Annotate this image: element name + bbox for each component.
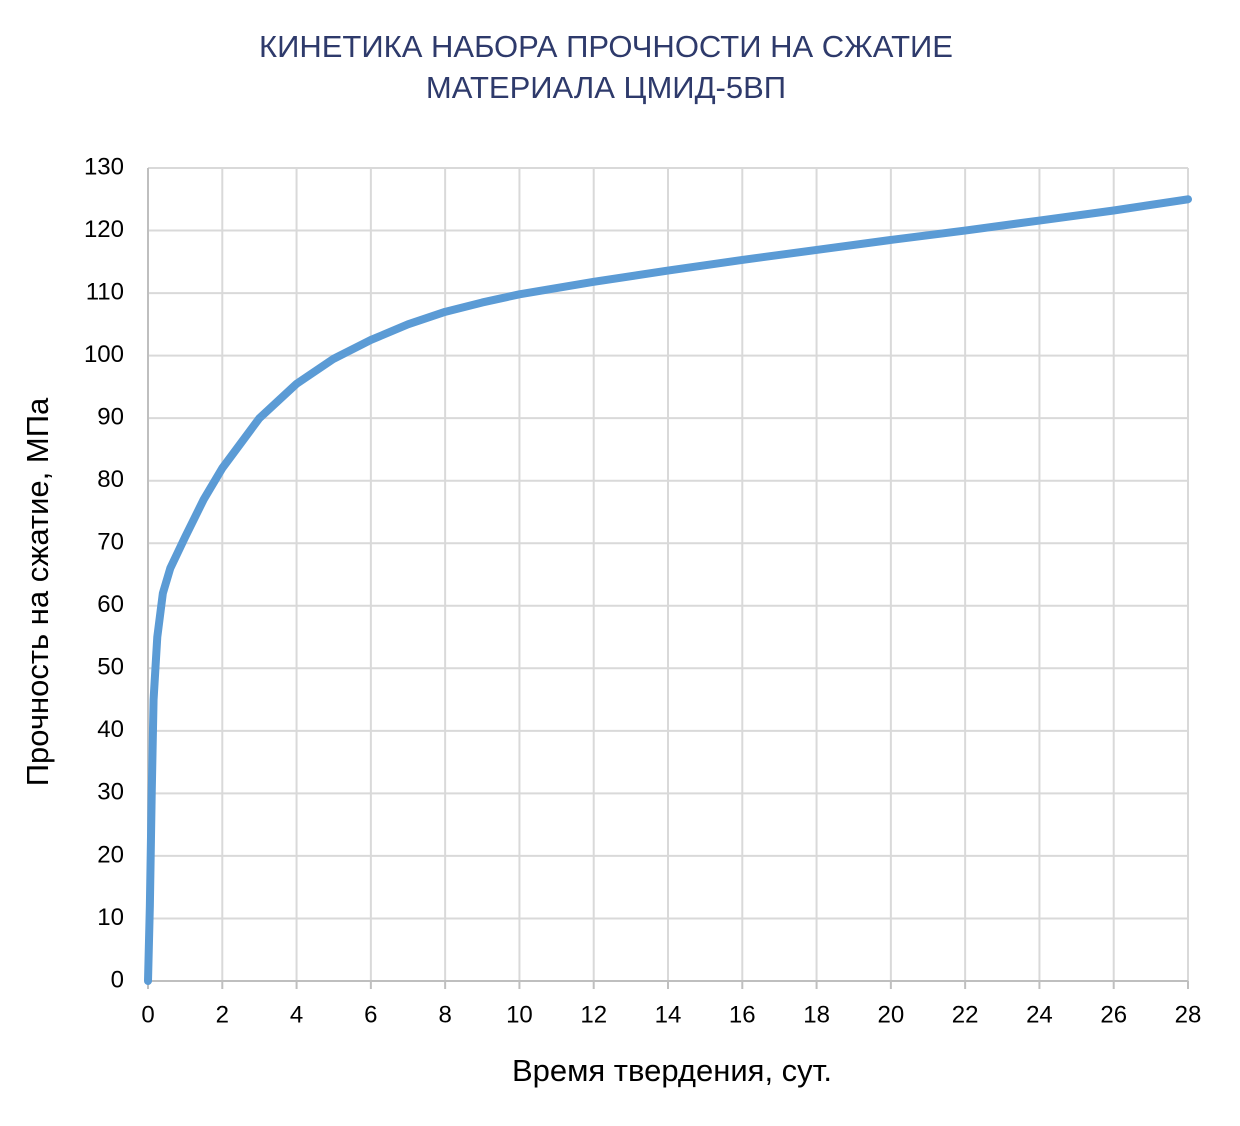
- x-tick-label: 6: [364, 1001, 377, 1028]
- y-tick-label: 10: [97, 904, 124, 931]
- chart-title: КИНЕТИКА НАБОРА ПРОЧНОСТИ НА СЖАТИЕ: [259, 29, 953, 64]
- y-tick-label: 20: [97, 841, 124, 868]
- y-tick-label: 40: [97, 716, 124, 743]
- x-tick-label: 4: [290, 1001, 303, 1028]
- y-tick-label: 0: [111, 966, 124, 993]
- x-tick-label: 18: [803, 1001, 830, 1028]
- y-tick-label: 130: [84, 153, 124, 180]
- x-tick-label: 14: [655, 1001, 682, 1028]
- y-tick-label: 70: [97, 529, 124, 556]
- y-tick-label: 120: [84, 216, 124, 243]
- x-tick-label: 10: [506, 1001, 533, 1028]
- x-tick-label: 12: [580, 1001, 607, 1028]
- y-tick-label: 80: [97, 466, 124, 493]
- x-tick-label: 28: [1175, 1001, 1202, 1028]
- y-tick-label: 100: [84, 341, 124, 368]
- x-tick-label: 8: [438, 1001, 451, 1028]
- x-axis-title: Время твердения, сут.: [512, 1053, 832, 1088]
- y-axis-title: Прочность на сжатие, МПа: [20, 397, 55, 786]
- x-tick-label: 24: [1026, 1001, 1053, 1028]
- line: [144, 195, 1192, 985]
- y-tick-label: 60: [97, 591, 124, 618]
- y-tick-label: 90: [97, 403, 124, 430]
- x-tick-label: 0: [141, 1001, 154, 1028]
- chart-title: МАТЕРИАЛА ЦМИД-5ВП: [426, 70, 786, 105]
- x-tick-label: 2: [216, 1001, 229, 1028]
- x-tick-label: 16: [729, 1001, 756, 1028]
- x-tick-label: 26: [1100, 1001, 1127, 1028]
- y-tick-label: 110: [86, 278, 124, 305]
- x-tick-label: 20: [878, 1001, 905, 1028]
- y-tick-label: 50: [97, 654, 124, 681]
- x-tick-label: 22: [952, 1001, 979, 1028]
- y-tick-label: 30: [97, 779, 124, 806]
